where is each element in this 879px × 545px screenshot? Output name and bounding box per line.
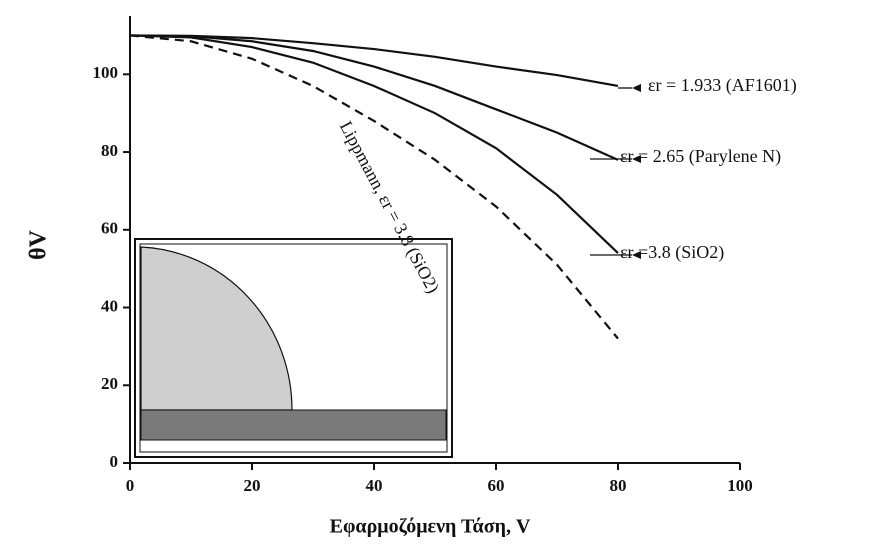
- series-label: εr = 1.933 (AF1601): [648, 75, 797, 96]
- x-tick-label: 20: [244, 476, 261, 495]
- y-tick-label: 40: [101, 296, 118, 315]
- y-axis-label: θV: [26, 229, 52, 260]
- inset: [135, 239, 452, 457]
- y-tick-label: 80: [101, 141, 118, 160]
- label-arrowhead: [632, 84, 641, 92]
- x-tick-label: 40: [366, 476, 383, 495]
- x-tick-label: 100: [727, 476, 753, 495]
- y-tick-label: 60: [101, 219, 118, 238]
- series-line: [130, 35, 618, 253]
- x-tick-label: 0: [126, 476, 135, 495]
- y-tick-label: 100: [93, 63, 119, 82]
- y-tick-label: 0: [110, 452, 119, 471]
- x-tick-label: 60: [488, 476, 505, 495]
- dielectric-layer: [141, 410, 446, 440]
- x-axis-label: Εφαρμοζόμενη Τάση, V: [330, 516, 531, 538]
- series-line: [130, 35, 618, 159]
- series-label: εr = 2.65 (Parylene N): [620, 146, 781, 167]
- x-tick-label: 80: [610, 476, 627, 495]
- y-tick-label: 20: [101, 374, 118, 393]
- series-label: εr =3.8 (SiO2): [620, 242, 724, 263]
- chart: Εφαρμοζόμενη Τάση, V θV 0 20 40 60 80 100 0 20 4…: [0, 0, 879, 545]
- series-line: [130, 35, 618, 86]
